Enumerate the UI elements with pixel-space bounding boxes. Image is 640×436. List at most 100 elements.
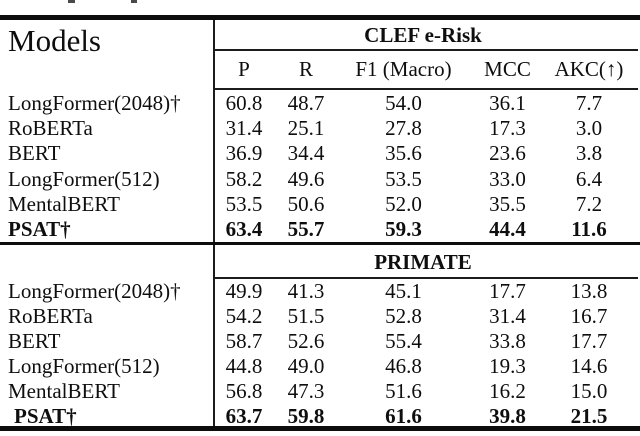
metric-value: 17.7 bbox=[489, 279, 526, 303]
vertical-divider-section-2 bbox=[213, 245, 215, 426]
section-divider-rule bbox=[0, 242, 640, 245]
metric-value: 39.8 bbox=[489, 404, 526, 428]
metric-value: 45.1 bbox=[385, 279, 422, 303]
metric-value: 47.3 bbox=[287, 379, 325, 403]
column-header-f1: F1 (Macro) bbox=[355, 57, 452, 81]
metric-value: 19.3 bbox=[489, 354, 526, 378]
metric-value: 35.6 bbox=[385, 141, 422, 166]
model-name: BERT bbox=[8, 141, 61, 166]
metric-value: 6.4 bbox=[575, 166, 603, 191]
metric-value: 54.0 bbox=[385, 91, 422, 116]
table-row-best: PSAT† 63.4 55.7 59.3 44.4 11.6 bbox=[0, 217, 640, 242]
table-row: MentalBERT 56.8 47.3 51.6 16.2 15.0 bbox=[0, 379, 640, 404]
model-name: PSAT† bbox=[14, 404, 77, 428]
model-name: LongFormer(2048)† bbox=[8, 279, 181, 303]
metric-value: 59.3 bbox=[385, 216, 422, 241]
metric-value: 50.6 bbox=[287, 191, 325, 216]
table-row: RoBERTa 54.2 51.5 52.8 31.4 16.7 bbox=[0, 304, 640, 329]
metric-value: 54.2 bbox=[225, 304, 263, 328]
metric-value: 36.9 bbox=[225, 141, 263, 166]
column-header-p: P bbox=[238, 57, 250, 81]
model-name: MentalBERT bbox=[8, 191, 120, 216]
rule-under-primate-title bbox=[215, 277, 638, 279]
model-name: RoBERTa bbox=[8, 304, 93, 328]
metric-value: 63.4 bbox=[225, 216, 263, 241]
metric-value: 52.6 bbox=[287, 329, 325, 353]
metric-value: 31.4 bbox=[225, 116, 263, 141]
model-name: LongFormer(2048)† bbox=[8, 91, 181, 116]
metric-value: 13.8 bbox=[570, 279, 608, 303]
metric-value: 53.5 bbox=[225, 191, 263, 216]
metric-value: 49.0 bbox=[287, 354, 325, 378]
metric-value: 51.6 bbox=[385, 379, 422, 403]
model-name: LongFormer(512) bbox=[8, 166, 160, 191]
metric-value: 11.6 bbox=[571, 216, 607, 241]
table-row-best: PSAT† 63.7 59.8 61.6 39.8 21.5 bbox=[0, 404, 640, 429]
primate-rows: LongFormer(2048)† 49.9 41.3 45.1 17.7 13… bbox=[0, 279, 640, 429]
clef-erisk-rows: LongFormer(2048)† 60.8 48.7 54.0 36.1 7.… bbox=[0, 91, 640, 242]
metric-value: 14.6 bbox=[570, 354, 608, 378]
table-row: RoBERTa 31.4 25.1 27.8 17.3 3.0 bbox=[0, 116, 640, 141]
metric-value: 51.5 bbox=[287, 304, 325, 328]
table-row: LongFormer(2048)† 49.9 41.3 45.1 17.7 13… bbox=[0, 279, 640, 304]
metric-value: 17.7 bbox=[570, 329, 608, 353]
table-row: LongFormer(2048)† 60.8 48.7 54.0 36.1 7.… bbox=[0, 91, 640, 116]
metric-value: 35.5 bbox=[489, 191, 526, 216]
model-name: LongFormer(512) bbox=[8, 354, 160, 378]
metric-value: 23.6 bbox=[489, 141, 526, 166]
metric-value: 21.5 bbox=[570, 404, 608, 428]
table-row: BERT 58.7 52.6 55.4 33.8 17.7 bbox=[0, 329, 640, 354]
table-row: BERT 36.9 34.4 35.6 23.6 3.8 bbox=[0, 141, 640, 166]
section-title-primate: PRIMATE bbox=[374, 250, 472, 274]
metric-value: 36.1 bbox=[489, 91, 526, 116]
section-title-clef: CLEF e-Risk bbox=[364, 23, 482, 47]
metric-value: 46.8 bbox=[385, 354, 422, 378]
column-header-r: R bbox=[298, 57, 313, 81]
metric-value: 48.7 bbox=[287, 91, 325, 116]
table-bottom-rule bbox=[0, 426, 640, 431]
metric-value: 58.7 bbox=[225, 329, 263, 353]
metric-value: 58.2 bbox=[225, 166, 263, 191]
metric-value: 52.8 bbox=[385, 304, 422, 328]
model-name: BERT bbox=[8, 329, 61, 353]
metric-value: 15.0 bbox=[570, 379, 608, 403]
metric-value: 49.6 bbox=[287, 166, 325, 191]
cropped-text-fragment bbox=[131, 0, 137, 3]
metric-value: 41.3 bbox=[287, 279, 325, 303]
rule-under-column-headers bbox=[215, 88, 638, 90]
metric-value: 7.2 bbox=[575, 191, 603, 216]
metric-value: 33.0 bbox=[489, 166, 526, 191]
metric-value: 25.1 bbox=[287, 116, 325, 141]
metric-value: 49.9 bbox=[225, 279, 263, 303]
table-row: LongFormer(512) 58.2 49.6 53.5 33.0 6.4 bbox=[0, 167, 640, 192]
column-header-akc: AKC(↑) bbox=[554, 57, 624, 81]
metric-value: 27.8 bbox=[385, 116, 422, 141]
metric-value: 52.0 bbox=[385, 191, 422, 216]
rule-under-section-title bbox=[215, 49, 638, 51]
metric-value: 61.6 bbox=[385, 404, 422, 428]
metric-value: 55.4 bbox=[385, 329, 422, 353]
table-top-rule bbox=[0, 15, 640, 20]
metric-value: 3.0 bbox=[575, 116, 603, 141]
model-name: PSAT† bbox=[8, 216, 71, 241]
metric-value: 17.3 bbox=[489, 116, 526, 141]
metric-value: 63.7 bbox=[225, 404, 263, 428]
metric-value: 44.8 bbox=[225, 354, 263, 378]
table-row: MentalBERT 53.5 50.6 52.0 35.5 7.2 bbox=[0, 192, 640, 217]
metric-value: 34.4 bbox=[287, 141, 325, 166]
metric-value: 56.8 bbox=[225, 379, 263, 403]
metric-value: 53.5 bbox=[385, 166, 422, 191]
metric-column-headers: P R F1 (Macro) MCC AKC(↑) bbox=[213, 51, 633, 88]
metric-value: 16.2 bbox=[489, 379, 526, 403]
metric-value: 31.4 bbox=[489, 304, 526, 328]
metric-value: 60.8 bbox=[225, 91, 263, 116]
metric-value: 44.4 bbox=[489, 216, 526, 241]
models-column-header: Models bbox=[8, 23, 101, 58]
metric-value: 55.7 bbox=[287, 216, 325, 241]
vertical-divider-section-1 bbox=[213, 20, 215, 242]
metric-value: 16.7 bbox=[570, 304, 608, 328]
model-name: MentalBERT bbox=[8, 379, 120, 403]
metric-value: 33.8 bbox=[489, 329, 526, 353]
table-row: LongFormer(512) 44.8 49.0 46.8 19.3 14.6 bbox=[0, 354, 640, 379]
